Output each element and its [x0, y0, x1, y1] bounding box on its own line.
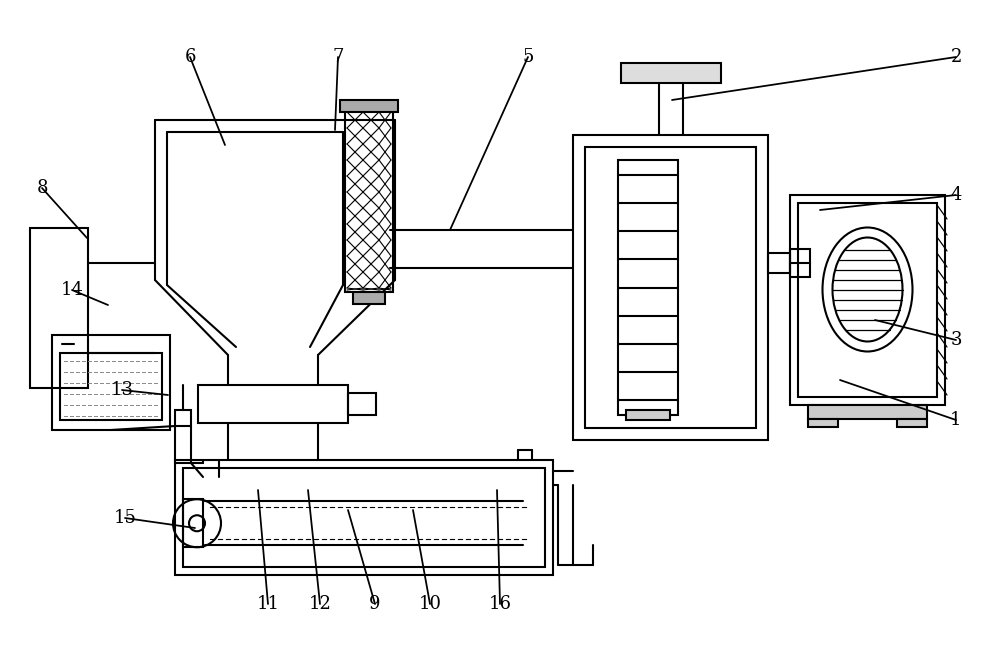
Bar — [808, 419, 838, 427]
Text: 5: 5 — [522, 48, 534, 66]
Text: 16: 16 — [488, 595, 512, 613]
Text: 6: 6 — [184, 48, 196, 66]
Bar — [353, 292, 385, 304]
Text: 2: 2 — [950, 48, 962, 66]
Bar — [790, 249, 810, 277]
Bar — [790, 195, 945, 405]
Bar — [175, 460, 553, 575]
Bar — [620, 63, 720, 83]
Bar — [52, 335, 170, 430]
Bar — [573, 135, 768, 440]
Bar — [348, 393, 376, 415]
Text: 11: 11 — [256, 595, 280, 613]
Text: 3: 3 — [950, 331, 962, 349]
Text: 7: 7 — [332, 48, 344, 66]
Bar — [60, 353, 162, 420]
Text: 14: 14 — [61, 281, 83, 299]
Text: 1: 1 — [950, 411, 962, 429]
Text: 9: 9 — [369, 595, 381, 613]
Text: 10: 10 — [418, 595, 442, 613]
Bar — [183, 468, 545, 567]
Bar — [585, 147, 756, 428]
Bar — [618, 160, 678, 415]
Bar — [798, 203, 937, 397]
Bar — [808, 405, 927, 419]
Bar — [183, 500, 203, 547]
Bar — [897, 419, 927, 427]
Text: 12: 12 — [309, 595, 331, 613]
Bar — [340, 100, 398, 112]
Bar — [30, 228, 88, 388]
Bar — [198, 385, 348, 423]
Text: 8: 8 — [36, 179, 48, 197]
Text: 4: 4 — [950, 186, 962, 204]
Bar — [345, 110, 393, 292]
Bar — [626, 410, 670, 420]
Text: 13: 13 — [110, 381, 134, 399]
Text: 15: 15 — [114, 509, 136, 527]
Bar — [768, 253, 790, 273]
Bar — [175, 410, 191, 426]
